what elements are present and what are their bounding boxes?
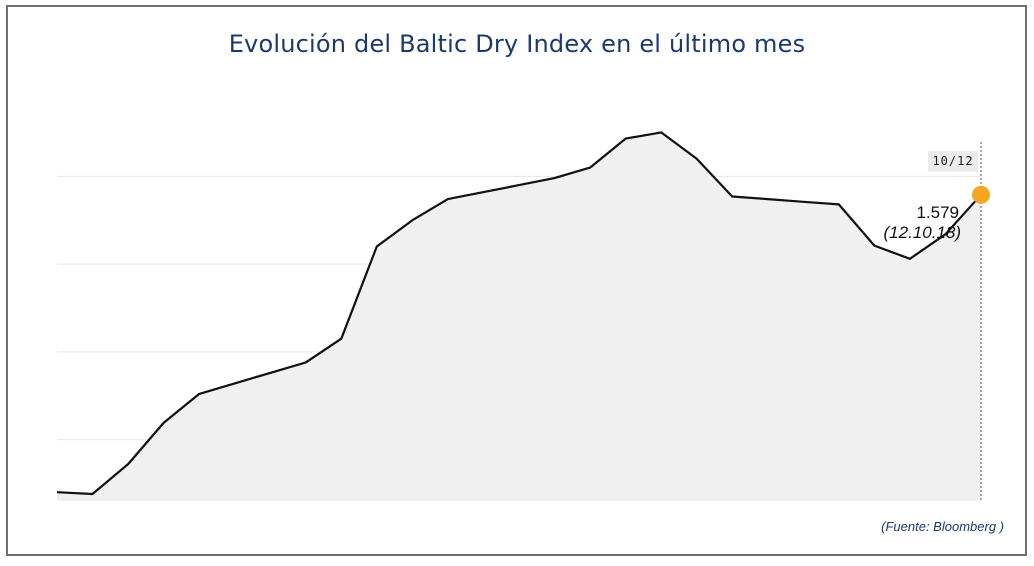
data-point (624, 137, 628, 141)
data-point (517, 183, 521, 187)
data-point (837, 202, 841, 206)
data-point (233, 381, 237, 385)
chart-title: Evolución del Baltic Dry Index en el últ… (228, 30, 806, 58)
data-point (410, 218, 414, 222)
data-point (695, 157, 699, 161)
area-fill (57, 132, 981, 501)
data-point (766, 197, 770, 201)
series-line (56, 131, 982, 496)
data-point (588, 166, 592, 170)
data-point (126, 462, 130, 466)
source-note: (Fuente: Bloomberg ) (881, 519, 1004, 534)
data-point (91, 492, 95, 496)
data-point (481, 190, 485, 194)
tooltip-value: 1.579 (916, 203, 959, 222)
data-point (446, 197, 450, 201)
data-point (375, 245, 379, 249)
tooltip-date: (12.10.18) (883, 223, 962, 242)
data-point (730, 195, 734, 199)
data-point (339, 337, 343, 341)
data-point (304, 360, 308, 364)
data-point (659, 130, 663, 134)
data-point (553, 176, 557, 180)
data-point (908, 257, 912, 261)
data-point (55, 490, 59, 494)
data-point (268, 371, 272, 375)
data-point (801, 200, 805, 204)
date-badge: 10/12 (928, 151, 978, 172)
data-point (162, 421, 166, 425)
data-point (872, 244, 876, 248)
highlight-point[interactable] (972, 185, 990, 204)
data-point (197, 392, 201, 396)
